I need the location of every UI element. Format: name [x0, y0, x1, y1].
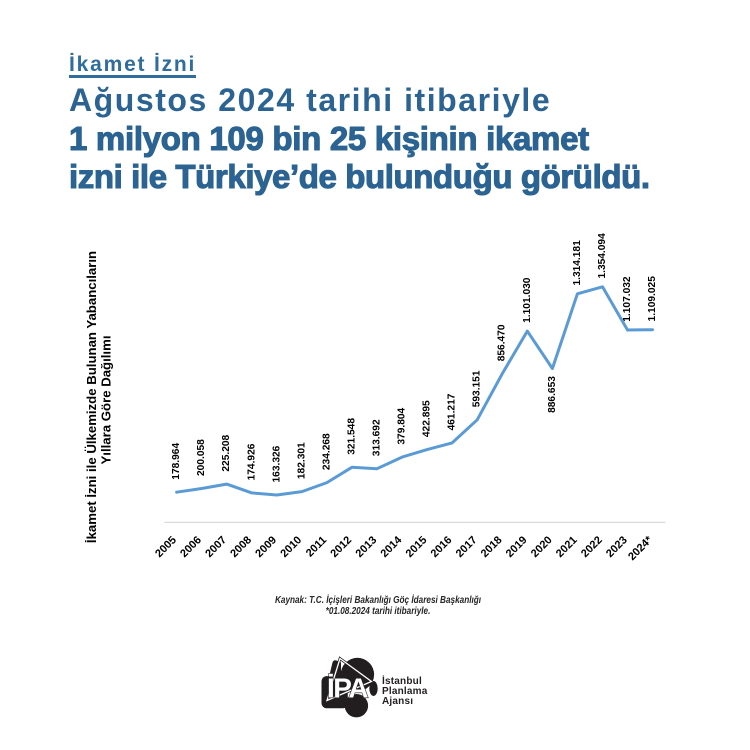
svg-text:2012: 2012 — [328, 534, 354, 560]
svg-text:2007: 2007 — [203, 534, 229, 560]
svg-text:2023: 2023 — [604, 534, 630, 560]
svg-text:Yıllara Göre Dağılımı: Yıllara Göre Dağılımı — [98, 336, 113, 465]
svg-text:593.151: 593.151 — [472, 370, 483, 407]
svg-text:2005: 2005 — [153, 534, 179, 560]
svg-text:2013: 2013 — [354, 534, 380, 560]
svg-text:2014: 2014 — [379, 534, 405, 560]
svg-text:1.314.181: 1.314.181 — [572, 240, 583, 286]
svg-text:2010: 2010 — [278, 534, 304, 560]
svg-text:422.895: 422.895 — [422, 400, 433, 437]
svg-text:225.208: 225.208 — [221, 434, 232, 471]
svg-text:234.268: 234.268 — [321, 433, 332, 470]
svg-text:2022: 2022 — [579, 534, 605, 560]
svg-text:2009: 2009 — [253, 534, 279, 560]
svg-text:2017: 2017 — [454, 534, 480, 560]
svg-text:1.101.030: 1.101.030 — [522, 277, 533, 323]
svg-text:2008: 2008 — [228, 534, 254, 560]
svg-text:İkamet İzni ile Ülkemizde Bulu: İkamet İzni ile Ülkemizde Bulunan Yabanc… — [84, 251, 99, 543]
svg-text:2019: 2019 — [504, 534, 530, 560]
svg-text:1.107.032: 1.107.032 — [622, 276, 633, 322]
svg-text:2016: 2016 — [429, 534, 455, 560]
svg-text:856.470: 856.470 — [497, 324, 508, 361]
svg-text:1.354.094: 1.354.094 — [597, 233, 608, 279]
svg-text:321.548: 321.548 — [346, 418, 357, 455]
svg-text:2011: 2011 — [304, 534, 329, 559]
svg-text:2024*: 2024* — [626, 534, 655, 563]
svg-text:178.964: 178.964 — [171, 443, 182, 480]
svg-text:2021: 2021 — [554, 534, 580, 560]
svg-text:2018: 2018 — [479, 534, 505, 560]
svg-text:379.804: 379.804 — [397, 407, 408, 444]
svg-text:200.058: 200.058 — [196, 439, 207, 476]
svg-text:163.326: 163.326 — [271, 445, 282, 482]
svg-text:1.109.025: 1.109.025 — [647, 276, 658, 322]
svg-text:İPA: İPA — [327, 672, 368, 703]
svg-text:313.692: 313.692 — [372, 419, 383, 456]
svg-text:174.926: 174.926 — [246, 443, 257, 480]
svg-text:2015: 2015 — [404, 534, 430, 560]
svg-text:182.301: 182.301 — [296, 442, 307, 479]
svg-text:461.217: 461.217 — [447, 393, 458, 430]
svg-text:2020: 2020 — [529, 534, 555, 560]
svg-text:2006: 2006 — [178, 534, 204, 560]
svg-text:886.653: 886.653 — [547, 376, 558, 413]
